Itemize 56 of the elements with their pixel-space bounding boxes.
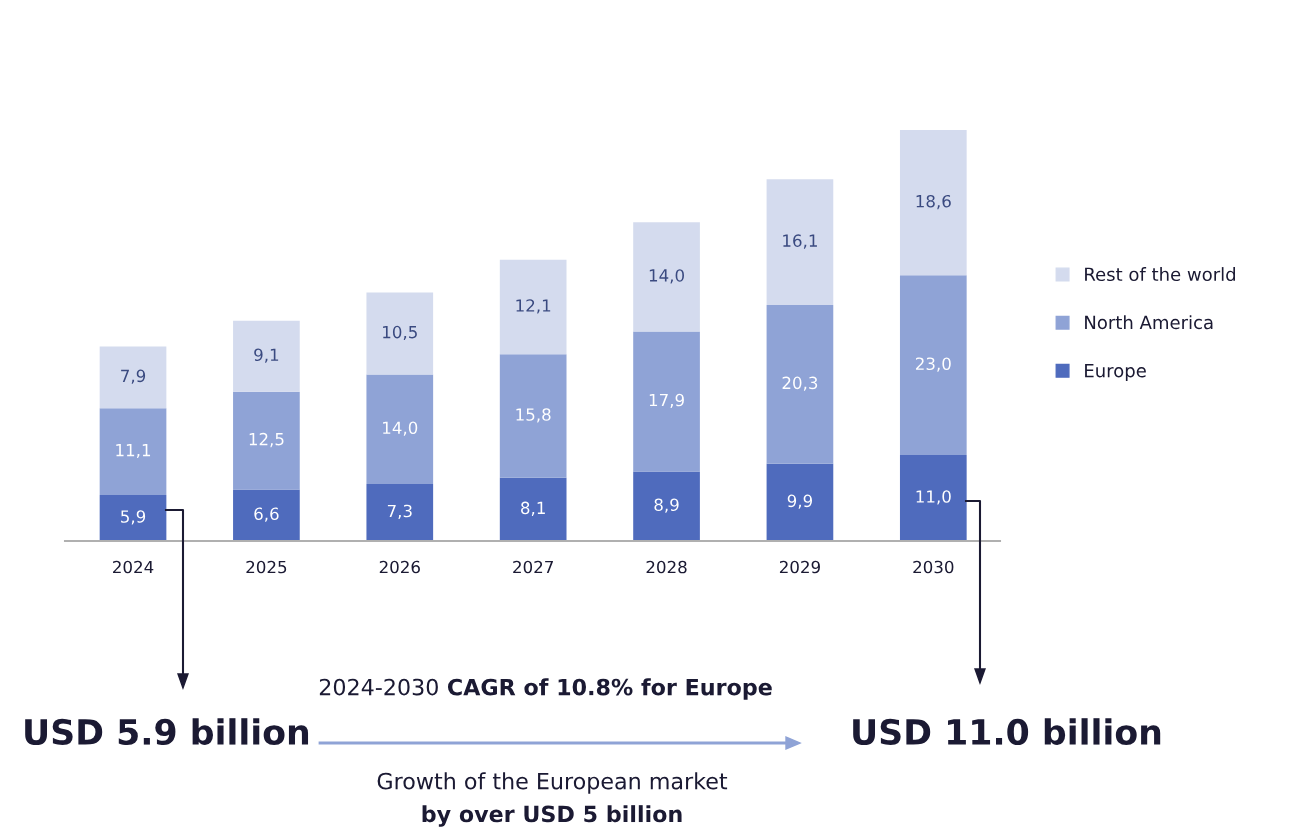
- bar: [366, 374, 434, 484]
- text: USD 11.0 billion: [853, 718, 1161, 746]
- data-label: 5,9: [121, 510, 146, 525]
- data-label: 8,1: [521, 501, 545, 516]
- bar: [766, 179, 834, 306]
- legend-label: Rest of the world: [1085, 267, 1235, 282]
- bar: [766, 463, 834, 541]
- data-label: 9,1: [254, 348, 279, 363]
- bar: [233, 489, 300, 541]
- data-label: 18,6: [916, 194, 951, 210]
- x-tick-label: 2027: [513, 560, 553, 574]
- bar: [499, 477, 567, 541]
- data-label: 10,5: [383, 325, 417, 341]
- bar: [499, 354, 567, 478]
- text: USD 5.9 billion: [25, 718, 309, 746]
- data-label: 23,0: [915, 357, 951, 372]
- data-label: 6,6: [254, 507, 279, 522]
- data-label: 12,1: [516, 299, 551, 314]
- legend-label: Europe: [1085, 363, 1146, 381]
- bar: [633, 331, 700, 472]
- data-label: 11,1: [116, 443, 151, 459]
- x-tick-label: 2024: [113, 560, 154, 574]
- data-label: 17,9: [649, 393, 684, 409]
- bar: [99, 494, 167, 541]
- data-label: 15,8: [516, 408, 551, 423]
- x-tick-label: 2030: [913, 560, 954, 574]
- data-label: 14,0: [383, 421, 418, 436]
- text: 2024-2030 CAGR of 10.8% for Europe: [319, 678, 772, 700]
- x-tick-label: 2025: [246, 560, 287, 574]
- x-tick-label: 2029: [779, 560, 820, 574]
- legend-label: North America: [1085, 315, 1213, 330]
- bar: [99, 346, 167, 409]
- data-label: 7,9: [121, 369, 146, 384]
- bar: [899, 130, 967, 276]
- x-tick-label: 2028: [646, 560, 687, 574]
- bar: [899, 455, 967, 541]
- bar: [633, 471, 700, 541]
- bar: [233, 320, 300, 392]
- bar: [233, 391, 300, 490]
- bar: [899, 275, 967, 456]
- bar: [366, 483, 434, 541]
- data-label: 14,0: [649, 269, 684, 284]
- text: Growth of the European market by over USD 5 billion: [377, 772, 728, 827]
- bar: [633, 222, 700, 332]
- bar: [766, 305, 834, 464]
- x-tick-label: 2026: [379, 560, 420, 574]
- data-label: 20,3: [782, 376, 818, 391]
- data-label: 11,0: [916, 490, 951, 505]
- data-label: 12,5: [249, 432, 284, 448]
- bar: [366, 292, 434, 375]
- data-label: 8,9: [654, 498, 679, 513]
- data-label: 9,9: [787, 494, 813, 509]
- data-label: 16,1: [783, 234, 817, 249]
- bar: [99, 408, 167, 495]
- bar: [499, 259, 567, 355]
- data-label: 7,3: [387, 504, 412, 520]
